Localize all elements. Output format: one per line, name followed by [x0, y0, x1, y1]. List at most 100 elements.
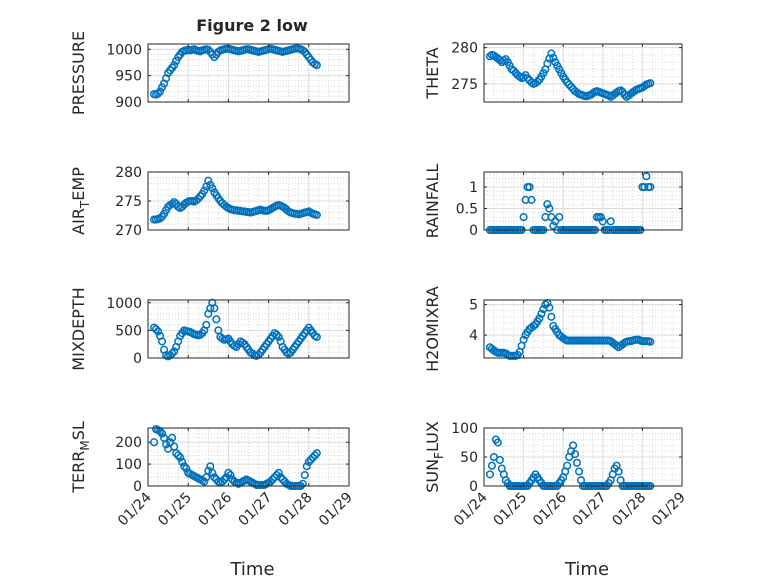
data-point	[547, 312, 556, 321]
data-point	[238, 338, 247, 347]
data-point	[302, 462, 311, 471]
tick-marks	[147, 171, 350, 231]
data-point	[535, 314, 544, 323]
y-tick-label: 1	[469, 180, 478, 196]
y-axis-label-tail: LUX	[423, 421, 442, 452]
data-point	[154, 327, 163, 336]
data-point	[274, 468, 283, 477]
y-axis-label: THETA	[423, 47, 442, 99]
y-tick-label: 280	[115, 165, 142, 181]
data-point	[533, 77, 542, 86]
data-point	[523, 74, 532, 83]
x-axis-label: Time	[564, 559, 609, 580]
data-point	[178, 457, 187, 466]
data-point	[274, 332, 283, 342]
y-tick-label: 0	[133, 479, 142, 495]
data-series	[149, 298, 321, 361]
data-point	[204, 466, 213, 475]
data-point	[196, 330, 205, 339]
data-point	[170, 198, 179, 207]
tick-marks	[483, 44, 683, 102]
data-point	[569, 441, 578, 450]
data-point	[308, 453, 317, 462]
data-point	[298, 46, 307, 55]
data-series	[485, 299, 655, 360]
data-point	[543, 200, 552, 209]
y-tick-label: 1000	[106, 296, 142, 312]
y-tick-label: 5	[469, 298, 478, 314]
data-point	[204, 45, 213, 54]
tick-marks	[147, 44, 350, 103]
data-point	[194, 194, 203, 203]
x-axis-label: Time	[229, 559, 274, 580]
data-point	[210, 304, 219, 313]
y-tick-label: 100	[451, 421, 478, 437]
axes-box	[483, 43, 683, 103]
data-point	[565, 80, 574, 89]
data-point	[555, 213, 564, 222]
data-point	[304, 457, 313, 466]
data-point	[312, 449, 321, 458]
data-point	[519, 335, 528, 344]
data-point	[543, 59, 552, 68]
subplot-h2omixra: 4 5 H2OMIXRA	[423, 286, 683, 372]
data-series	[149, 44, 321, 99]
data-point	[563, 78, 572, 87]
y-axis-label-subscript: F	[432, 452, 446, 459]
data-point	[178, 202, 187, 211]
data-point	[202, 320, 211, 329]
data-point	[485, 470, 494, 479]
data-point	[551, 217, 560, 226]
subplot-airtemp: 270 275 280 AIRTEMP	[69, 165, 350, 239]
y-tick-label: 50	[460, 450, 478, 466]
y-axis-label-main: RAINFALL	[423, 164, 442, 239]
y-tick-label: 0.5	[456, 202, 478, 218]
y-axis-label: AIRTEMP	[69, 167, 92, 235]
figure-title: Figure 2 low	[196, 16, 308, 35]
data-point	[196, 192, 205, 201]
data-point	[210, 473, 219, 482]
data-point	[192, 196, 201, 205]
y-axis-label-main: THETA	[423, 47, 442, 99]
data-point	[272, 471, 281, 480]
data-point	[545, 54, 554, 63]
data-point	[272, 330, 281, 339]
data-point	[596, 213, 605, 222]
data-point	[218, 477, 227, 486]
data-point	[598, 217, 607, 226]
data-point	[278, 475, 287, 484]
y-tick-label: 275	[451, 77, 478, 93]
data-point	[646, 79, 655, 88]
y-axis-label: RAINFALL	[423, 164, 442, 239]
data-point	[208, 468, 217, 477]
data-point	[312, 210, 321, 219]
data-point	[158, 337, 167, 346]
data-point	[176, 453, 185, 462]
y-axis-label-tail: SL	[69, 421, 88, 440]
axes-box	[147, 427, 350, 487]
y-tick-label: 1000	[106, 42, 142, 58]
data-point	[220, 475, 229, 484]
data-point	[182, 464, 191, 473]
data-point	[300, 471, 309, 480]
data-point	[170, 61, 179, 70]
data-point	[154, 89, 163, 98]
data-point	[527, 195, 536, 204]
y-axis-label: PRESSURE	[69, 31, 88, 115]
y-tick-label: 100	[115, 457, 142, 473]
y-axis-label-tail: EMP	[69, 167, 88, 201]
axes-box	[147, 299, 350, 359]
y-tick-label: 270	[115, 223, 142, 239]
data-point	[574, 467, 584, 476]
data-point	[212, 315, 221, 324]
y-tick-label: 0	[469, 223, 478, 239]
data-point	[216, 196, 225, 206]
data-series	[485, 49, 655, 101]
data-point	[606, 217, 615, 226]
data-point	[310, 451, 319, 460]
data-point	[509, 66, 518, 75]
data-point	[151, 325, 161, 334]
data-point	[168, 433, 177, 442]
data-point	[200, 477, 209, 486]
